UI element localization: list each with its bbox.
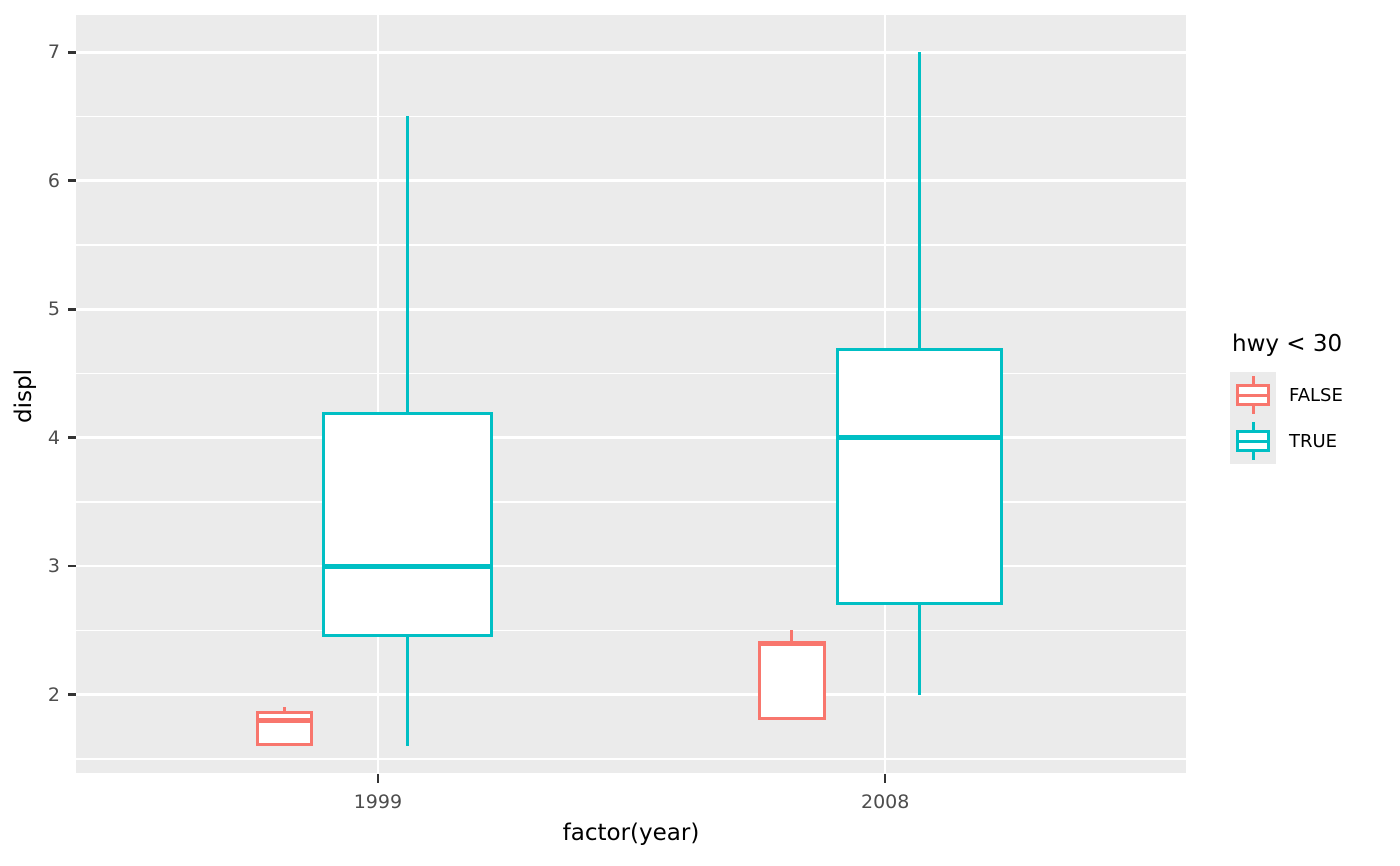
y-axis-title: displ bbox=[11, 369, 37, 423]
key-median bbox=[1239, 393, 1267, 397]
boxplot-false-1999-box bbox=[256, 710, 313, 747]
legend-label-false: FALSE bbox=[1289, 384, 1343, 406]
gridline-major bbox=[76, 307, 1186, 311]
legend-title: hwy < 30 bbox=[1232, 331, 1343, 357]
legend-label-true: TRUE bbox=[1289, 430, 1338, 452]
gridline-major bbox=[76, 179, 1186, 183]
x-tick-mark bbox=[376, 774, 380, 783]
boxplot-false-2008-box bbox=[758, 643, 826, 721]
gridline-category bbox=[376, 15, 380, 773]
boxplot-true-key-icon bbox=[1230, 418, 1276, 464]
boxplot-false-2008-median bbox=[758, 640, 826, 646]
y-tick-label: 6 bbox=[47, 169, 60, 192]
gridline-minor bbox=[76, 501, 1186, 503]
gridline-minor bbox=[76, 244, 1186, 246]
y-tick-mark bbox=[68, 564, 76, 568]
y-tick-mark bbox=[68, 693, 76, 696]
boxplot-true-2008-box bbox=[836, 347, 1003, 605]
key-whisker-bottom bbox=[1251, 406, 1255, 414]
plot-panel bbox=[76, 15, 1186, 773]
y-tick-mark bbox=[68, 436, 76, 439]
x-tick-label: 2008 bbox=[861, 791, 910, 813]
gridline-major bbox=[76, 564, 1186, 568]
gridline-minor bbox=[76, 758, 1186, 760]
gridline-major bbox=[76, 436, 1186, 439]
legend-entry-true: TRUE bbox=[1230, 418, 1343, 464]
key-box bbox=[1236, 430, 1270, 452]
gridline-minor bbox=[76, 115, 1186, 118]
key-whisker-top bbox=[1251, 376, 1255, 384]
gridline-major bbox=[76, 693, 1186, 696]
y-tick-label: 2 bbox=[47, 683, 60, 706]
boxplot-true-2008-median bbox=[836, 435, 1003, 441]
key-box bbox=[1236, 384, 1270, 406]
key-median bbox=[1239, 439, 1267, 443]
y-tick-label: 7 bbox=[47, 41, 60, 64]
key-whisker-bottom bbox=[1251, 452, 1255, 460]
boxplot-true-1999-box bbox=[322, 411, 494, 637]
gridline-major bbox=[76, 50, 1186, 54]
gridline-minor bbox=[76, 372, 1186, 375]
y-tick-label: 4 bbox=[47, 426, 60, 449]
y-tick-label: 3 bbox=[47, 555, 60, 578]
legend: FALSE TRUE bbox=[1230, 372, 1343, 464]
boxplot-false-key-icon bbox=[1230, 372, 1276, 418]
gridline-minor bbox=[76, 629, 1186, 632]
y-tick-mark bbox=[68, 307, 76, 311]
y-tick-label: 5 bbox=[47, 298, 60, 321]
legend-entry-false: FALSE bbox=[1230, 372, 1343, 418]
y-tick-mark bbox=[68, 179, 76, 183]
boxplot-true-1999-median bbox=[322, 563, 494, 569]
x-tick-label: 1999 bbox=[353, 791, 403, 813]
x-tick-mark bbox=[883, 774, 887, 783]
y-tick-mark bbox=[68, 50, 76, 54]
boxplot-false-1999-median bbox=[256, 717, 313, 723]
key-whisker-top bbox=[1251, 422, 1255, 430]
x-axis-title: factor(year) bbox=[562, 820, 700, 846]
